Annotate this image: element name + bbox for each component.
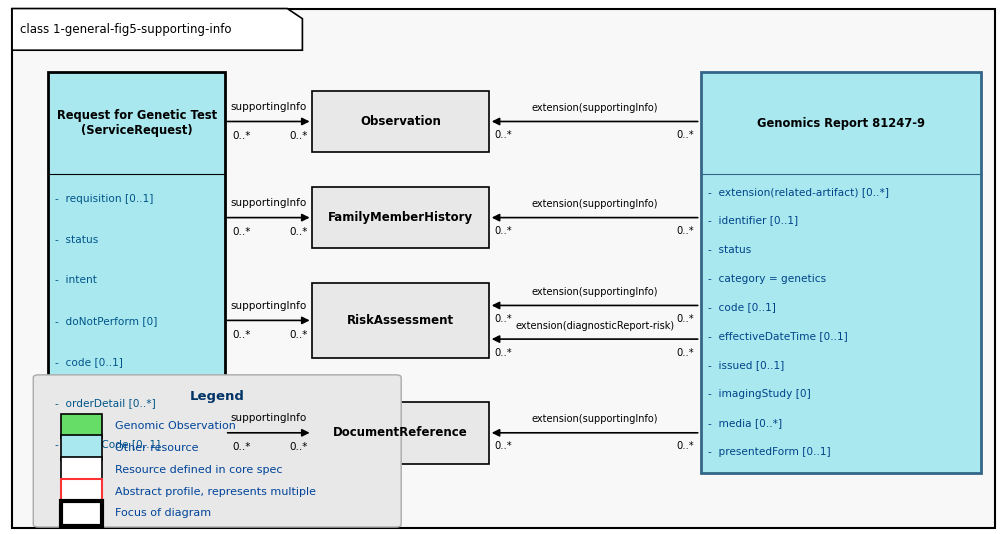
Text: Genomics Report 81247-9: Genomics Report 81247-9 <box>757 116 924 130</box>
FancyBboxPatch shape <box>61 480 102 504</box>
Text: 0..*: 0..* <box>233 131 251 141</box>
Text: extension(supportingInfo): extension(supportingInfo) <box>531 287 658 297</box>
Text: -  status: - status <box>708 245 751 255</box>
FancyBboxPatch shape <box>33 375 401 527</box>
Text: 0..*: 0..* <box>233 442 251 452</box>
Text: -  code [0..1]: - code [0..1] <box>55 357 123 367</box>
Text: -  imagingStudy [0]: - imagingStudy [0] <box>708 389 810 399</box>
Text: -  status: - status <box>55 234 99 245</box>
Text: -  issued [0..1]: - issued [0..1] <box>708 360 784 371</box>
Text: extension(supportingInfo): extension(supportingInfo) <box>531 199 658 209</box>
Text: -  orderDetail [0..*]: - orderDetail [0..*] <box>55 398 156 408</box>
Text: -  reasonCode [0..1]: - reasonCode [0..1] <box>55 439 160 449</box>
Text: 0..*: 0..* <box>289 131 307 141</box>
Text: -  extension(related-artifact) [0..*]: - extension(related-artifact) [0..*] <box>708 186 889 197</box>
Text: Observation: Observation <box>360 115 442 128</box>
Text: -  code [0..1]: - code [0..1] <box>708 302 775 312</box>
Text: 0..*: 0..* <box>233 330 251 340</box>
Text: supportingInfo: supportingInfo <box>231 102 306 112</box>
Text: -  presentedForm [0..1]: - presentedForm [0..1] <box>708 447 831 457</box>
Text: Abstract profile, represents multiple: Abstract profile, represents multiple <box>115 486 316 497</box>
Text: 0..*: 0..* <box>289 442 307 452</box>
Bar <box>312 402 489 464</box>
Text: 0..*: 0..* <box>494 441 512 451</box>
Text: Other resource: Other resource <box>115 443 199 453</box>
Text: supportingInfo: supportingInfo <box>231 413 306 423</box>
FancyBboxPatch shape <box>61 457 102 482</box>
Text: 0..*: 0..* <box>494 226 512 236</box>
Text: extension(supportingInfo): extension(supportingInfo) <box>531 414 658 424</box>
FancyBboxPatch shape <box>61 501 102 525</box>
Text: FamilyMemberHistory: FamilyMemberHistory <box>329 211 473 224</box>
Polygon shape <box>12 9 302 50</box>
Text: -  identifier [0..1]: - identifier [0..1] <box>708 216 797 225</box>
Text: Genomic Observation: Genomic Observation <box>115 421 236 431</box>
Text: Resource defined in core spec: Resource defined in core spec <box>115 465 282 475</box>
Text: -  media [0..*]: - media [0..*] <box>708 418 782 428</box>
Text: Focus of diagram: Focus of diagram <box>115 508 211 519</box>
Text: class 1-general-fig5-supporting-info: class 1-general-fig5-supporting-info <box>20 23 232 36</box>
Text: 0..*: 0..* <box>233 227 251 237</box>
Bar <box>312 187 489 248</box>
Text: 0..*: 0..* <box>676 226 695 236</box>
Text: 0..*: 0..* <box>494 348 512 358</box>
Text: 0..*: 0..* <box>676 441 695 451</box>
Text: -  category = genetics: - category = genetics <box>708 273 826 284</box>
Text: 0..*: 0..* <box>676 348 695 358</box>
Bar <box>312 283 489 358</box>
Text: DocumentReference: DocumentReference <box>334 426 468 439</box>
Text: RiskAssessment: RiskAssessment <box>347 314 455 327</box>
FancyBboxPatch shape <box>61 435 102 460</box>
Text: supportingInfo: supportingInfo <box>231 198 306 208</box>
Text: Legend: Legend <box>190 390 245 403</box>
Bar <box>701 72 981 473</box>
Text: Request for Genetic Test
(ServiceRequest): Request for Genetic Test (ServiceRequest… <box>56 109 217 137</box>
Text: -  doNotPerform [0]: - doNotPerform [0] <box>55 316 158 326</box>
FancyBboxPatch shape <box>61 413 102 438</box>
Text: -  requisition [0..1]: - requisition [0..1] <box>55 194 154 204</box>
Text: 0..*: 0..* <box>289 330 307 340</box>
Text: -  effectiveDateTime [0..1]: - effectiveDateTime [0..1] <box>708 332 848 341</box>
Bar <box>312 91 489 152</box>
Text: 0..*: 0..* <box>494 130 512 140</box>
Text: 0..*: 0..* <box>676 130 695 140</box>
Bar <box>48 72 225 473</box>
Text: supportingInfo: supportingInfo <box>231 301 306 311</box>
Text: -  intent: - intent <box>55 276 98 286</box>
Text: 0..*: 0..* <box>289 227 307 237</box>
Text: extension(supportingInfo): extension(supportingInfo) <box>531 103 658 113</box>
Text: extension(diagnosticReport-risk): extension(diagnosticReport-risk) <box>515 320 674 331</box>
Text: 0..*: 0..* <box>676 314 695 324</box>
Text: 0..*: 0..* <box>494 314 512 324</box>
